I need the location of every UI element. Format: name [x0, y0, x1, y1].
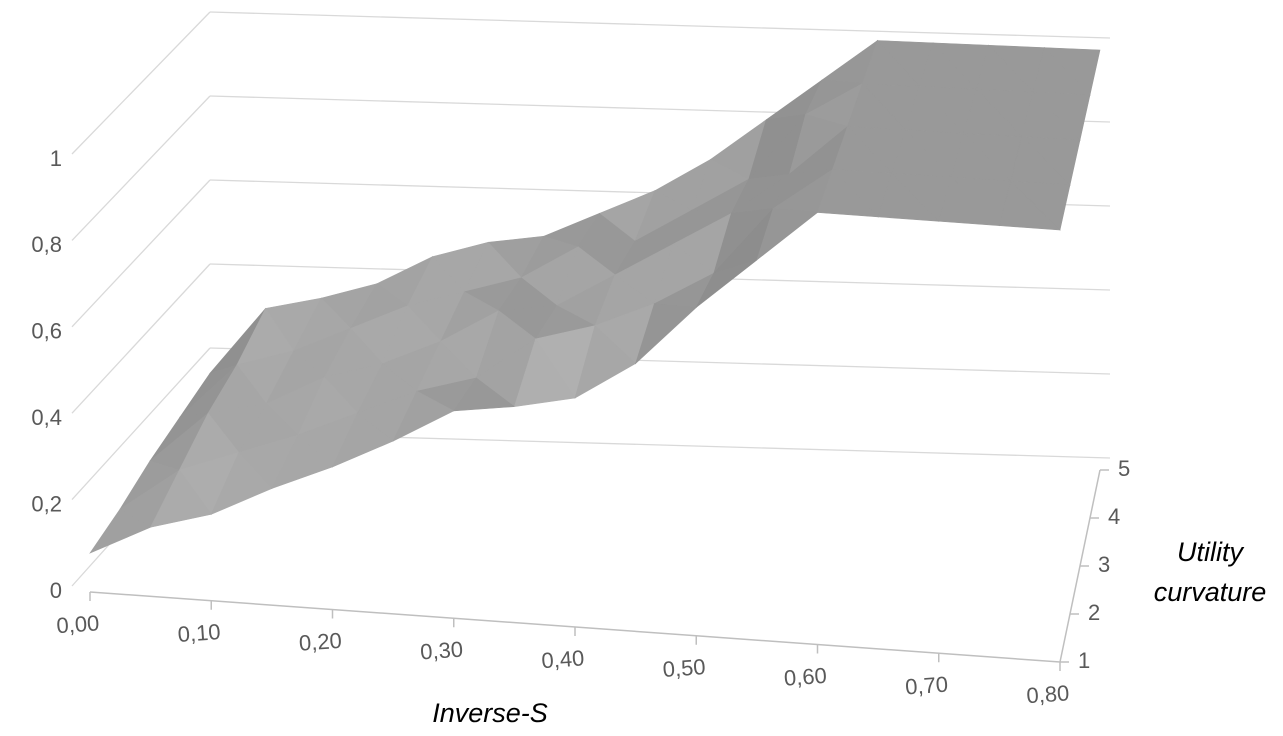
surface-facet [513, 338, 576, 407]
x-tick-label: 0,10 [177, 619, 221, 647]
surface-facet [89, 508, 152, 554]
z-tick-label: 1 [50, 146, 62, 171]
depth-axis-title: Utility curvature [1153, 537, 1267, 607]
x-tick-label: 0,80 [1026, 680, 1070, 708]
surface-facet [817, 168, 879, 218]
surface-facet [877, 172, 940, 222]
grid-line [71, 95, 211, 241]
surface-facet [998, 180, 1061, 231]
x-tick-label: 0,60 [783, 663, 827, 691]
depth-tick-label: 1 [1078, 648, 1090, 673]
x-tick-label: 0,40 [541, 645, 585, 673]
x-tick-label: 0,50 [662, 654, 706, 682]
z-tick-label: 0,8 [31, 232, 62, 257]
x-tick-label: 0,00 [56, 610, 100, 638]
depth-tick-label: 5 [1118, 456, 1130, 481]
surface-facet [938, 176, 1001, 226]
z-tick-label: 0,2 [31, 491, 62, 516]
surface-facet [392, 390, 455, 442]
surface-facet [756, 208, 819, 261]
x-tick-label: 0,20 [298, 628, 342, 656]
z-tick-label: 0 [50, 578, 62, 603]
surface-facet [453, 377, 516, 412]
surface-facet [331, 412, 394, 468]
depth-tick-label: 3 [1098, 552, 1110, 577]
grid-line [71, 179, 211, 328]
surface-facet [695, 259, 758, 308]
surface-facet [150, 469, 212, 528]
x-tick-label: 0,30 [419, 637, 463, 665]
grid-line [209, 11, 1111, 39]
depth-tick-label: 4 [1108, 504, 1120, 529]
grid-line [71, 347, 211, 501]
x-tick-label: 0,70 [904, 672, 948, 700]
x-axis-title: Inverse-S [432, 698, 548, 728]
surface-facet [635, 303, 697, 365]
grid-line [71, 263, 211, 414]
depth-tick-label: 2 [1088, 600, 1100, 625]
surface-facet [271, 434, 334, 490]
z-tick-label: 0,6 [31, 319, 62, 344]
surface-facet [574, 325, 637, 399]
surface-facet [210, 451, 273, 515]
grid-line [71, 11, 211, 155]
z-tick-label: 0,4 [31, 405, 62, 430]
